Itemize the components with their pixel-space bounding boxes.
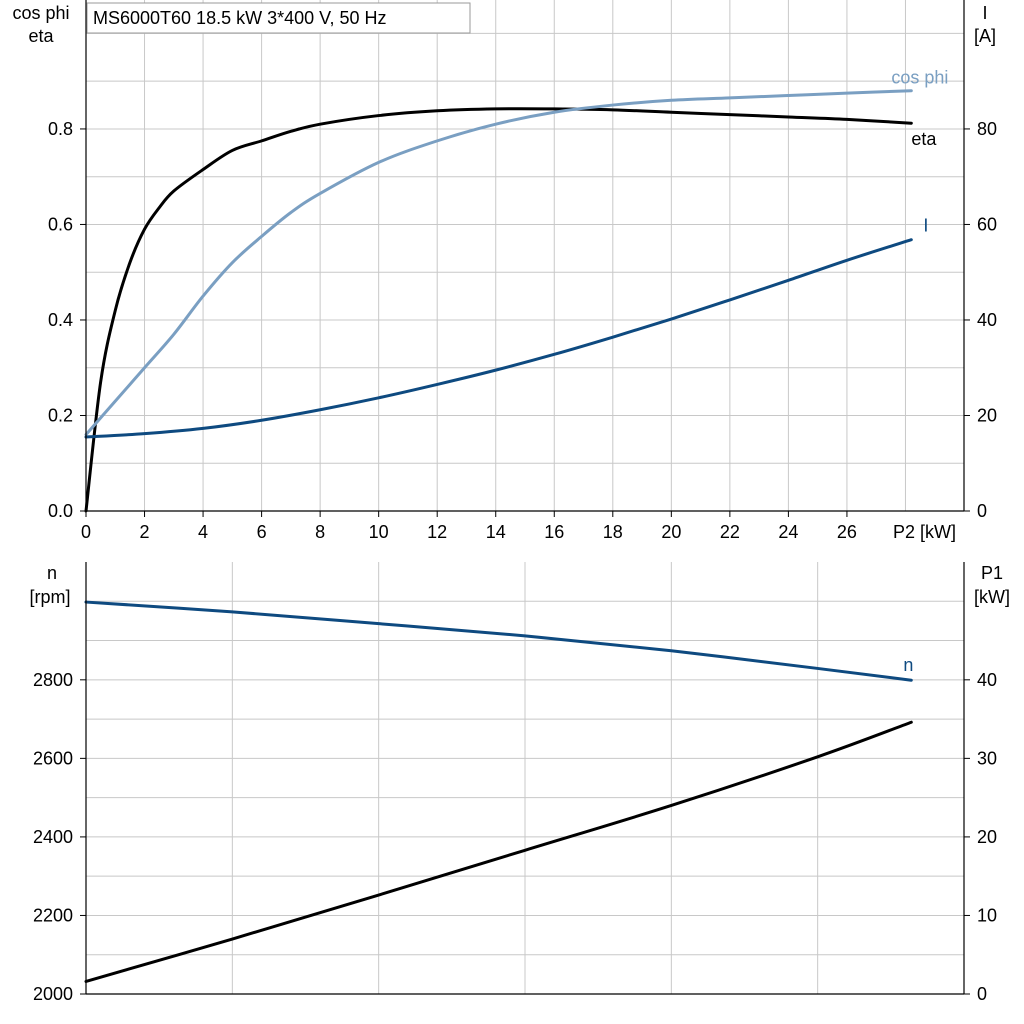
x-tick-label: 4 (198, 522, 208, 542)
x-tick-label: 12 (427, 522, 447, 542)
right-tick-label: 40 (977, 310, 997, 330)
top-panel-grid (86, 0, 964, 511)
x-tick-label: 2 (140, 522, 150, 542)
right-tick-label: 10 (977, 905, 997, 925)
series-line-p1 (84, 720, 913, 983)
bottom-panel-tick-labels: 2000 2200 2400 2600 2800 0 10 20 30 40 (33, 670, 997, 1004)
left-tick-label: 2200 (33, 905, 73, 925)
top-right-axis-label-line1: I (982, 3, 987, 23)
right-tick-label: 60 (977, 214, 997, 234)
series-label-n: n (903, 655, 913, 675)
x-tick-label: 0 (81, 522, 91, 542)
left-tick-label: 2600 (33, 748, 73, 768)
bottom-right-axis-label-line2: [kW] (974, 587, 1010, 607)
x-tick-label: 22 (720, 522, 740, 542)
chart-title-box (86, 2, 471, 34)
series-line-i (84, 238, 913, 439)
right-tick-label: 30 (977, 748, 997, 768)
x-tick-label: 20 (661, 522, 681, 542)
left-tick-label: 0.2 (48, 405, 73, 425)
right-tick-label: 0 (977, 984, 987, 1004)
series-line-n (84, 600, 913, 682)
left-tick-label: 2800 (33, 670, 73, 690)
bottom-panel-series: n (84, 600, 913, 983)
bottom-right-axis-label-line1: P1 (981, 563, 1003, 583)
left-tick-label: 0.8 (48, 119, 73, 139)
x-tick-label: 8 (315, 522, 325, 542)
right-tick-label: 20 (977, 405, 997, 425)
x-tick-label: 6 (257, 522, 267, 542)
left-tick-label: 0.0 (48, 501, 73, 521)
bottom-left-axis-label-line2: [rpm] (29, 587, 70, 607)
x-tick-label: 14 (486, 522, 506, 542)
left-tick-label: 2000 (33, 984, 73, 1004)
right-tick-label: 20 (977, 827, 997, 847)
left-tick-label: 0.6 (48, 214, 73, 234)
x-axis-label: P2 [kW] (893, 522, 956, 542)
series-label-cos-phi: cos phi (891, 68, 948, 88)
left-tick-label: 2400 (33, 827, 73, 847)
series-label-i: I (923, 216, 928, 236)
x-tick-label: 26 (837, 522, 857, 542)
x-tick-label: 18 (603, 522, 623, 542)
series-line-eta (84, 107, 913, 513)
right-tick-label: 0 (977, 501, 987, 521)
bottom-left-axis-label-line1: n (47, 563, 57, 583)
top-left-axis-label-line2: eta (28, 26, 54, 46)
bottom-panel-axes (80, 562, 970, 995)
chart-title: MS6000T60 18.5 kW 3*400 V, 50 Hz (93, 8, 387, 28)
x-tick-label: 24 (778, 522, 798, 542)
left-tick-label: 0.4 (48, 310, 73, 330)
top-panel-series: eta cos phi I (84, 68, 948, 513)
right-tick-label: 40 (977, 670, 997, 690)
series-label-eta: eta (911, 129, 937, 149)
top-right-axis-label-line2: [A] (974, 26, 996, 46)
x-tick-label: 10 (369, 522, 389, 542)
x-tick-label: 16 (544, 522, 564, 542)
right-tick-label: 80 (977, 119, 997, 139)
top-panel-axes (80, 0, 970, 517)
top-left-axis-label-line1: cos phi (12, 3, 69, 23)
series-line-cos-phi (84, 89, 913, 437)
